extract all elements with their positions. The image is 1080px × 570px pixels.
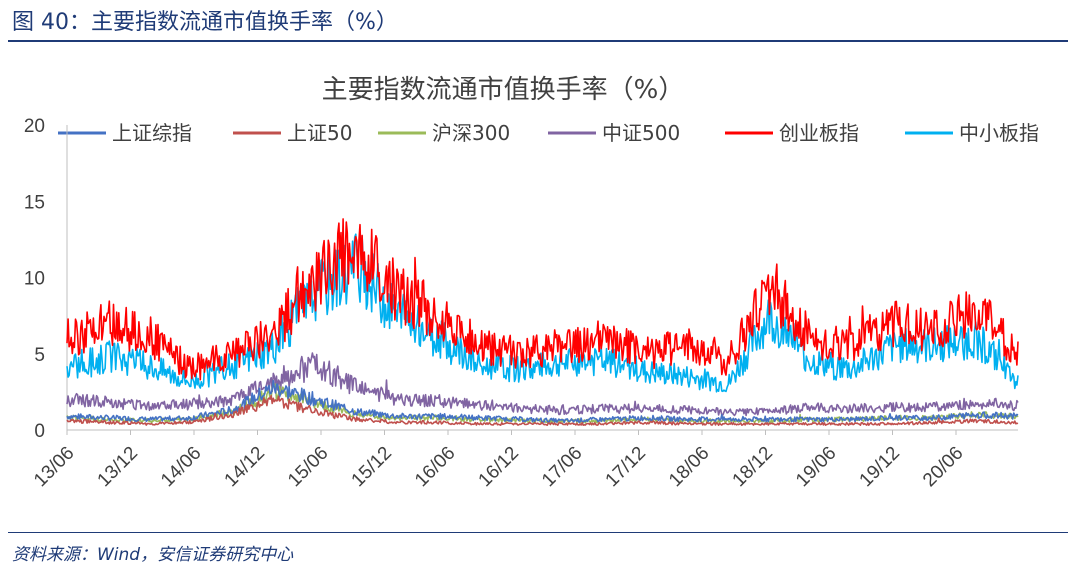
y-tick-label: 10 [24, 269, 45, 290]
y-tick-label: 0 [34, 421, 45, 442]
legend-label: 创业板指 [779, 121, 859, 145]
bottom-rule [8, 532, 1068, 533]
legend-label: 上证综指 [112, 121, 192, 145]
x-tick-label: 16/06 [411, 443, 459, 491]
x-tick-label: 16/12 [475, 443, 523, 491]
x-tick-label: 15/12 [348, 443, 396, 491]
x-tick-label: 17/06 [538, 443, 586, 491]
legend-label: 沪深300 [432, 121, 510, 145]
chart-title: 主要指数流通市值换手率（%） [322, 75, 685, 105]
series-line [66, 233, 1019, 393]
x-tick-label: 14/06 [157, 443, 205, 491]
plot-area [66, 218, 1019, 427]
x-tick-label: 20/06 [919, 443, 967, 491]
y-axis: 0 5 10 15 20 [24, 116, 68, 442]
x-tick-label: 17/12 [602, 443, 650, 491]
x-tick-label: 18/12 [729, 443, 777, 491]
y-tick-label: 20 [24, 116, 45, 137]
x-tick-label: 13/12 [94, 443, 142, 491]
series-line [66, 352, 1019, 417]
x-axis: 13/06 13/12 14/06 14/12 15/06 15/12 16/06 16/12… [30, 429, 1018, 491]
legend-label: 中证500 [602, 121, 680, 145]
y-tick-label: 15 [24, 192, 45, 213]
top-rule [8, 40, 1068, 42]
x-tick-label: 19/12 [856, 443, 904, 491]
legend-label: 上证50 [287, 121, 352, 145]
x-tick-label: 18/06 [665, 443, 713, 491]
x-tick-label: 14/12 [221, 443, 269, 491]
legend: 上证综指 上证50 沪深300 中证500 创业板指 中小板指 [58, 121, 1039, 145]
y-tick-label: 5 [34, 345, 45, 366]
series-line [66, 218, 1019, 381]
legend-label: 中小板指 [959, 121, 1039, 145]
figure-title: 图 40：主要指数流通市值换手率（%） [12, 10, 398, 35]
x-tick-label: 13/06 [30, 443, 78, 491]
x-tick-label: 15/06 [284, 443, 332, 491]
source-note: 资料来源：Wind，安信证券研究中心 [12, 545, 294, 565]
x-tick-label: 19/06 [792, 443, 840, 491]
series-line [66, 394, 1019, 427]
